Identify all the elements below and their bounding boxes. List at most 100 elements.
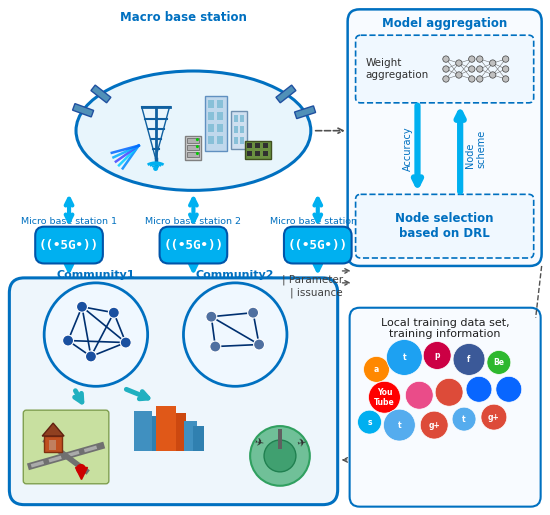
Text: ✈: ✈: [252, 437, 263, 449]
Bar: [44, 436, 62, 452]
Circle shape: [264, 440, 296, 472]
Circle shape: [248, 307, 258, 318]
Circle shape: [184, 283, 287, 386]
Text: Macro base station: Macro base station: [120, 11, 247, 24]
Bar: [156, 406, 175, 451]
Circle shape: [503, 56, 509, 62]
Bar: [247, 143, 252, 148]
Circle shape: [443, 76, 449, 82]
Circle shape: [63, 335, 74, 346]
FancyBboxPatch shape: [350, 308, 541, 507]
Circle shape: [76, 464, 86, 474]
Circle shape: [466, 376, 492, 402]
Circle shape: [443, 66, 449, 72]
Circle shape: [490, 60, 496, 66]
Polygon shape: [73, 104, 94, 117]
FancyBboxPatch shape: [348, 9, 542, 266]
FancyBboxPatch shape: [356, 194, 534, 258]
Text: Local training data set,
training information: Local training data set, training inform…: [381, 318, 509, 339]
Text: Be: Be: [493, 358, 504, 367]
Bar: [231, 111, 247, 149]
Ellipse shape: [76, 71, 311, 191]
Circle shape: [490, 72, 496, 78]
Text: ✈: ✈: [296, 437, 307, 449]
Bar: [205, 96, 227, 150]
Text: ((•5G•)): ((•5G•)): [288, 238, 348, 251]
Circle shape: [85, 351, 96, 362]
Circle shape: [477, 56, 483, 62]
Bar: [185, 135, 201, 160]
Circle shape: [196, 152, 199, 155]
Text: Node selection
based on DRL: Node selection based on DRL: [395, 212, 494, 240]
Text: Community1: Community1: [57, 270, 135, 280]
FancyBboxPatch shape: [284, 227, 351, 264]
Text: g+: g+: [488, 413, 500, 422]
Text: t: t: [462, 415, 466, 424]
Polygon shape: [91, 85, 111, 103]
Circle shape: [452, 407, 476, 431]
Bar: [255, 143, 260, 148]
Bar: [234, 126, 238, 133]
Circle shape: [487, 351, 511, 374]
Polygon shape: [295, 106, 316, 118]
FancyBboxPatch shape: [160, 227, 227, 264]
Text: Micro base station 2: Micro base station 2: [145, 217, 241, 226]
Polygon shape: [42, 423, 64, 436]
Circle shape: [496, 376, 522, 402]
Bar: [217, 124, 223, 132]
Circle shape: [368, 381, 400, 413]
Circle shape: [254, 339, 265, 350]
Circle shape: [405, 381, 433, 409]
Text: g+: g+: [428, 421, 440, 430]
Bar: [255, 150, 260, 156]
Circle shape: [210, 341, 221, 352]
Circle shape: [469, 56, 475, 62]
Circle shape: [76, 301, 87, 312]
Bar: [208, 135, 214, 144]
Circle shape: [477, 66, 483, 72]
Bar: [217, 100, 223, 108]
Polygon shape: [276, 85, 296, 103]
FancyBboxPatch shape: [9, 278, 338, 505]
Bar: [170, 413, 186, 451]
Circle shape: [503, 76, 509, 82]
Circle shape: [387, 339, 422, 375]
Text: f: f: [468, 355, 471, 364]
Bar: [240, 136, 244, 144]
Bar: [208, 100, 214, 108]
Bar: [240, 126, 244, 133]
Circle shape: [435, 379, 463, 406]
Bar: [245, 141, 271, 159]
Bar: [278, 429, 282, 449]
Text: Accuracy: Accuracy: [403, 126, 412, 171]
Circle shape: [206, 311, 217, 322]
Text: s: s: [367, 418, 372, 426]
Circle shape: [44, 283, 147, 386]
Circle shape: [453, 344, 485, 375]
Bar: [217, 135, 223, 144]
Text: Node
scheme: Node scheme: [465, 129, 487, 168]
FancyBboxPatch shape: [23, 410, 109, 484]
Bar: [247, 150, 252, 156]
Bar: [49, 440, 56, 450]
Circle shape: [250, 426, 310, 486]
Bar: [184, 421, 197, 451]
Text: a: a: [374, 365, 379, 374]
Circle shape: [469, 66, 475, 72]
Circle shape: [358, 410, 382, 434]
Circle shape: [383, 409, 415, 441]
Bar: [234, 136, 238, 144]
Bar: [194, 426, 205, 451]
Bar: [188, 138, 200, 143]
Circle shape: [364, 356, 389, 382]
Circle shape: [456, 60, 462, 66]
Bar: [208, 124, 214, 132]
Bar: [240, 115, 244, 122]
Bar: [217, 112, 223, 120]
Circle shape: [108, 307, 119, 318]
Bar: [263, 143, 268, 148]
Text: Community2: Community2: [196, 270, 274, 280]
Bar: [188, 151, 200, 157]
Circle shape: [481, 404, 507, 430]
Bar: [134, 411, 152, 451]
